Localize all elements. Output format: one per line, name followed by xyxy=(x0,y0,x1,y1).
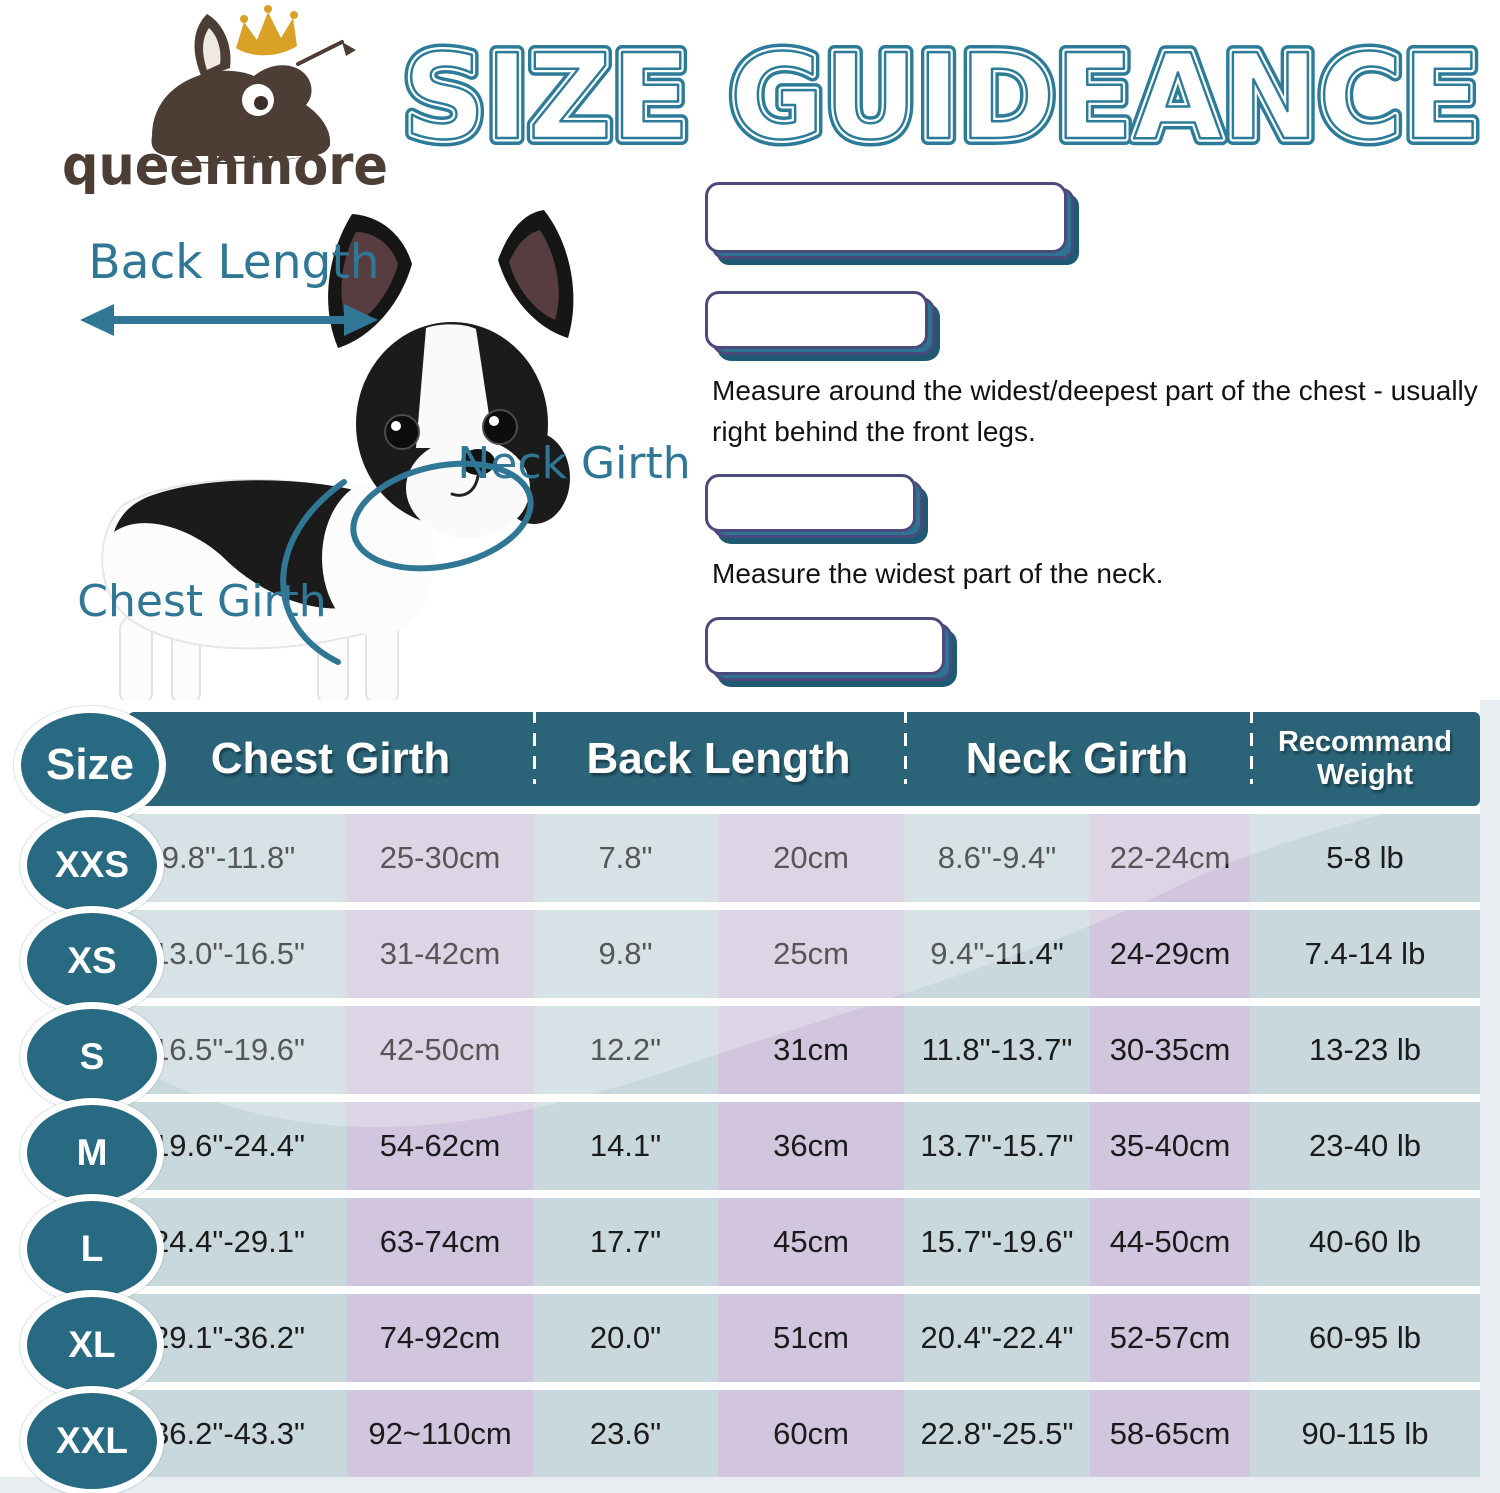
table-row-s: 16.5"-19.6" 42-50cm 12.2" 31cm 11.8"-13.7" 30… xyxy=(110,1006,1480,1094)
neck-girth-tip-text: Measure the widest part of the neck. xyxy=(712,558,1164,590)
table-header-bar: Chest Girth Back Length Neck Girth Recom… xyxy=(128,712,1480,806)
page-title: SIZE GUIDEANCE SIZE GUIDEANCE SIZE GUIDE… xyxy=(396,22,1488,172)
header-chest-girth: Chest Girth xyxy=(210,734,451,783)
size-ellipse-xxs: XXS xyxy=(20,810,164,920)
size-ellipse-l: L xyxy=(20,1194,164,1304)
table-row-m: 19.6"-24.4" 54-62cm 14.1" 36cm 13.7"-15.7" 35… xyxy=(110,1102,1480,1190)
neck-girth-label: Neck Girth xyxy=(457,438,690,489)
header-divider xyxy=(533,710,536,784)
back-length-label: Back Length xyxy=(88,235,379,290)
table-row-xxs: 9.8"-11.8" 25-30cm 7.8" 20cm 8.6"-9.4" 22-24c… xyxy=(110,814,1480,902)
header-divider xyxy=(904,710,907,784)
header-size-ellipse: Size xyxy=(14,706,166,824)
page-title-outline: SIZE GUIDEANCE xyxy=(403,28,1481,166)
brand-wordmark: queenmore xyxy=(62,134,388,194)
measurement-annotations: Back Length Neck Girth Chest Girth xyxy=(77,235,691,665)
dog-photo-illustration xyxy=(101,210,574,707)
header-back-length: Back Length xyxy=(586,734,851,783)
table-row-xs: 13.0"-16.5" 31-42cm 9.8" 25cm 9.4"-11.4" 24-2… xyxy=(110,910,1480,998)
size-ellipse-s: S xyxy=(20,1002,164,1112)
tip-chest-girth: Chest Girth Measure around the widest/de… xyxy=(705,283,1500,452)
neck-girth-loop xyxy=(350,460,534,572)
size-table: Chest Girth Back Length Neck Girth Recom… xyxy=(0,700,1500,1493)
back-length-badge: Back Length xyxy=(704,616,953,681)
measure-tips-heading-badge: MEASURE TIPS xyxy=(704,182,1075,259)
table-row-l: 24.4"-29.1" 63-74cm 17.7" 45cm 15.7"-19.6" 44… xyxy=(110,1198,1480,1286)
size-ellipse-m: M xyxy=(20,1098,164,1208)
bottom-margin-strip xyxy=(0,1477,1500,1493)
header-neck-girth: Neck Girth xyxy=(965,734,1189,783)
tip-neck-girth: Neck Girth Measure the widest part of th… xyxy=(705,466,1500,595)
crown-icon xyxy=(236,5,298,56)
table-row-xxl: 36.2"-43.3" 92~110cm 23.6" 60cm 22.8"-25.5" 5… xyxy=(110,1390,1480,1478)
header-recommend-weight: Recommand Weight xyxy=(1277,725,1453,791)
page-title-band: SIZE GUIDEANCE xyxy=(403,28,1481,166)
chest-girth-tip-text: Measure around the widest/deepest part o… xyxy=(712,375,1478,447)
bulldog-logo-drawing xyxy=(140,5,356,164)
back-length-arrow xyxy=(80,304,378,336)
page-title-text: SIZE GUIDEANCE xyxy=(403,28,1481,166)
size-ellipse-xl: XL xyxy=(20,1290,164,1400)
chest-girth-arc xyxy=(280,479,347,665)
header-divider xyxy=(1250,710,1253,784)
neck-girth-badge: Neck Girth xyxy=(705,474,923,539)
chest-girth-label: Chest Girth xyxy=(77,576,326,627)
dog-measurement-figure: Back Length Neck Girth Chest Girth xyxy=(77,210,691,707)
table-row-xl: 29.1"-36.2" 74-92cm 20.0" 51cm 20.4"-22.4" 52… xyxy=(110,1294,1480,1382)
chest-girth-badge: Chest Girth xyxy=(705,291,935,355)
size-ellipse-xs: XS xyxy=(20,906,164,1016)
right-margin-strip xyxy=(1480,700,1500,1493)
size-ellipse-xxl: XXL xyxy=(20,1386,164,1493)
brand-logo: queenmore xyxy=(62,5,388,194)
